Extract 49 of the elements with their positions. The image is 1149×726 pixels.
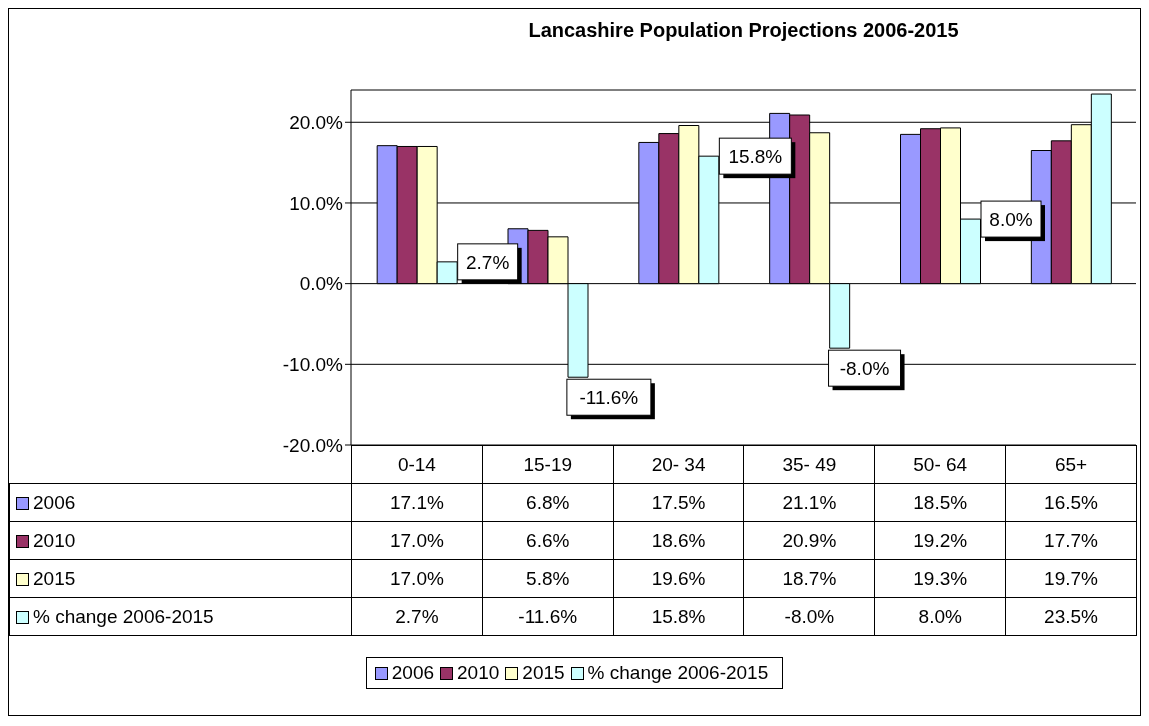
- data-label: 2.7%: [351, 597, 483, 636]
- data-label: 18.5%: [874, 483, 1006, 522]
- legend-label: 2006: [33, 491, 76, 513]
- x-tick-label: 15-19: [482, 445, 614, 484]
- data-label: 19.6%: [613, 559, 744, 598]
- data-label: 6.8%: [482, 483, 614, 522]
- y-tick-label: 10.0%: [289, 192, 344, 214]
- data-label: 17.7%: [1005, 521, 1137, 560]
- data-label: 19.3%: [874, 559, 1006, 598]
- data-label: 8.0%: [874, 597, 1006, 636]
- legend-label: 2015: [522, 662, 565, 683]
- data-label: 17.0%: [351, 559, 483, 598]
- data-label: 16.5%: [1005, 483, 1137, 522]
- x-tick-label: 65+: [1005, 445, 1137, 484]
- legend-label: 2010: [457, 662, 500, 683]
- data-label: 21.1%: [743, 483, 875, 522]
- text: % change 2006-2015: [33, 605, 214, 627]
- data-label: 20.9%: [743, 521, 875, 560]
- annotation: 15.8%: [728, 146, 783, 168]
- data-label: 23.5%: [1005, 597, 1137, 636]
- data-label: 5.8%: [482, 559, 614, 598]
- data-label: 6.6%: [482, 521, 614, 560]
- data-label: 19.7%: [1005, 559, 1137, 598]
- data-label: 17.0%: [351, 521, 483, 560]
- text: 2006: [391, 662, 435, 683]
- y-tick-label: -10.0%: [282, 354, 344, 376]
- chart-title: Lancashire Population Projections 2006-2015: [527, 19, 960, 42]
- data-label: -8.0%: [743, 597, 875, 636]
- x-tick-label: 50- 64: [874, 445, 1006, 484]
- annotation: -8.0%: [839, 358, 890, 380]
- data-label: 17.5%: [613, 483, 744, 522]
- annotation: -11.6%: [579, 387, 639, 409]
- x-tick-label: 35- 49: [743, 445, 875, 484]
- annotation: 2.7%: [466, 251, 510, 273]
- data-label: 18.7%: [743, 559, 875, 598]
- data-label: -11.6%: [482, 597, 614, 636]
- data-label: 15.8%: [613, 597, 744, 636]
- data-label: 19.2%: [874, 521, 1006, 560]
- legend-label: % change 2006-2015: [587, 662, 769, 683]
- text: 2010: [33, 529, 76, 551]
- x-tick-label: 0-14: [351, 445, 483, 484]
- annotation: 8.0%: [989, 209, 1033, 231]
- data-label: 18.6%: [613, 521, 744, 560]
- y-tick-label: 0.0%: [299, 273, 344, 295]
- data-label: 17.1%: [351, 483, 483, 522]
- y-tick-label: -20.0%: [282, 434, 344, 456]
- x-tick-label: 20- 34: [613, 445, 744, 484]
- text: 2015: [33, 567, 76, 589]
- y-tick-label: 20.0%: [289, 112, 344, 134]
